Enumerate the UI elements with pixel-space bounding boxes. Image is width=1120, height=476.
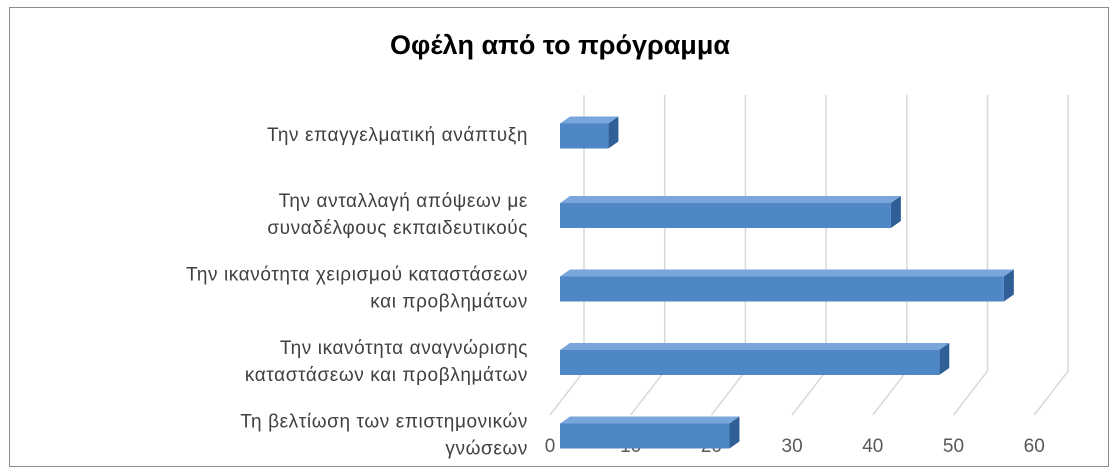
bar-front-face <box>560 276 1004 302</box>
category-label: συναδέλφους εκπαιδευτικούς <box>267 218 528 239</box>
chart-frame <box>9 7 1109 467</box>
category-label: Τη βελτίωση των επιστημονικών <box>240 412 528 433</box>
category-label: Την ικανότητα αναγνώρισης <box>280 338 528 359</box>
bar-top-face <box>560 196 901 203</box>
bar <box>560 416 740 449</box>
bar-top-face <box>560 116 619 124</box>
category-label: Την ανταλλαγή απόψεων με <box>279 191 528 212</box>
gridline-depth <box>791 370 827 416</box>
bar-top-face <box>560 269 1014 277</box>
bar-side-face <box>1003 269 1014 302</box>
bar-front-face <box>560 350 940 375</box>
bar-side-face <box>939 343 950 375</box>
bar-side-face <box>608 116 619 149</box>
x-tick-label: 30 <box>782 436 803 457</box>
category-label: γνώσεων <box>445 439 528 460</box>
category-label: Την επαγγελματική ανάπτυξη <box>267 125 528 146</box>
chart-title: Οφέλη από το πρόγραμμα <box>390 30 730 60</box>
x-tick-label: 50 <box>943 436 964 457</box>
category-label: καταστάσεων και προβλημάτων <box>245 365 528 386</box>
bar-top-face <box>560 416 740 424</box>
gridline-depth <box>1033 370 1069 416</box>
bar <box>560 343 950 375</box>
category-label: Την ικανότητα χειρισμού καταστάσεων <box>186 265 528 286</box>
bar <box>560 196 901 228</box>
gridline-depth <box>872 370 908 416</box>
bar <box>560 116 619 149</box>
category-label: και προβλημάτων <box>370 292 528 313</box>
bar-front-face <box>560 123 609 149</box>
x-tick-label: 40 <box>862 436 883 457</box>
x-tick-label: 0 <box>545 436 556 457</box>
gridline-depth <box>952 370 989 416</box>
bar-top-face <box>560 343 950 350</box>
bar-side-face <box>729 416 740 449</box>
bar <box>560 269 1014 302</box>
bar-front-face <box>560 423 730 449</box>
gridline-depth <box>630 370 666 416</box>
gridline-depth <box>710 370 746 416</box>
bar-side-face <box>890 196 901 228</box>
x-tick-label: 60 <box>1024 436 1045 457</box>
gridline-depth <box>549 370 585 416</box>
bar-front-face <box>560 203 891 228</box>
